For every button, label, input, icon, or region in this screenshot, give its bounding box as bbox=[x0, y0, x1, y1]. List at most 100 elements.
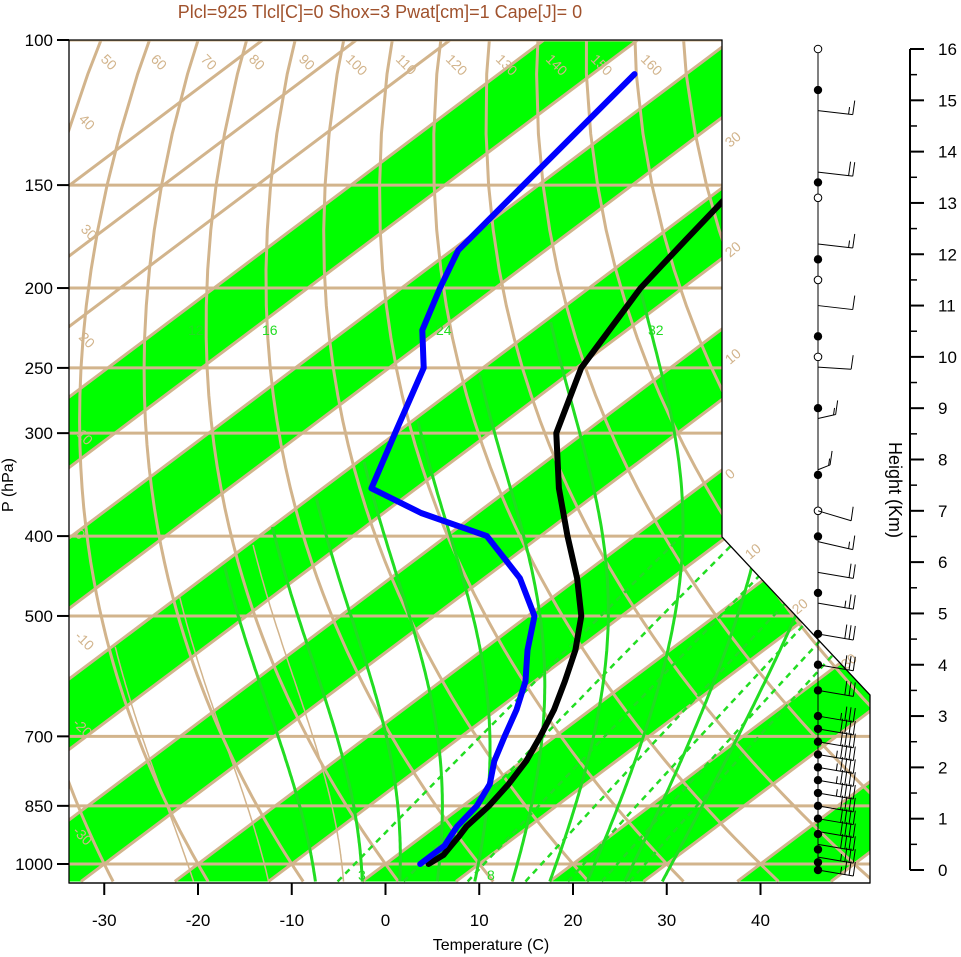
wind-barb-flag bbox=[844, 783, 848, 798]
wind-barb-flag bbox=[840, 731, 844, 746]
isotherm-line bbox=[69, 40, 595, 883]
isotherm-line bbox=[642, 40, 870, 883]
wind-barb-flag bbox=[844, 624, 848, 639]
x-tick-label: 0 bbox=[381, 911, 390, 930]
x-tick-label: 30 bbox=[657, 911, 676, 930]
wind-barb-flag bbox=[852, 535, 856, 550]
wind-barb-staff bbox=[817, 305, 853, 311]
mixing-ratio-label: 32 bbox=[648, 322, 664, 338]
isotherm-label-right: 10 bbox=[722, 345, 744, 367]
isotherm-line bbox=[69, 40, 502, 883]
wind-barb-staff bbox=[817, 754, 854, 762]
dry-adiabat-line bbox=[584, 40, 870, 883]
dry-adiabat-line bbox=[142, 40, 305, 883]
wind-barb-flag bbox=[844, 796, 848, 811]
height-tick-label: 4 bbox=[938, 656, 947, 675]
height-tick-label: 5 bbox=[938, 604, 947, 623]
isotherm-line bbox=[925, 2, 961, 881]
wind-barb-flag bbox=[840, 718, 844, 733]
isotherm-line bbox=[80, 40, 870, 883]
wind-barb-half bbox=[833, 407, 836, 416]
wind-barb-flag bbox=[840, 808, 844, 823]
height-tick-label: 9 bbox=[938, 399, 947, 418]
dry-adiabat-line bbox=[69, 40, 118, 883]
wind-level-marker bbox=[813, 470, 823, 480]
theta-label: 100 bbox=[343, 51, 371, 79]
dry-adiabat-line bbox=[322, 40, 590, 883]
wind-barb-flag bbox=[852, 772, 856, 787]
height-tick-label: 10 bbox=[938, 348, 957, 367]
wind-barb-flag bbox=[848, 625, 852, 640]
wind-level-marker bbox=[813, 178, 823, 187]
wind-barb-flag bbox=[844, 860, 848, 875]
wind-barb-half bbox=[835, 789, 838, 797]
wind-barb-flag bbox=[852, 836, 856, 851]
moist-adiabat-line bbox=[223, 565, 317, 882]
dry-adiabat-line bbox=[484, 40, 870, 883]
plot-area bbox=[69, 2, 961, 883]
mixing-ratio-label: 16 bbox=[262, 322, 278, 338]
wind-level-marker bbox=[813, 85, 823, 95]
wind-barb-flag bbox=[844, 745, 848, 760]
isotherm-line bbox=[69, 40, 408, 883]
wind-barb-staff bbox=[817, 571, 854, 579]
p-tick-label: 300 bbox=[25, 424, 53, 443]
wind-barb-flag bbox=[844, 655, 848, 670]
p-tick-label: 150 bbox=[25, 176, 53, 195]
height-tick-label: 15 bbox=[938, 91, 957, 110]
dry-adiabat-line bbox=[632, 40, 870, 883]
isotherm-line bbox=[69, 40, 870, 883]
wind-barb-staff bbox=[817, 366, 852, 370]
wind-barb-staff bbox=[817, 766, 854, 774]
wind-barb-flag bbox=[844, 757, 848, 773]
wind-barb-flag bbox=[848, 848, 852, 863]
dry-adiabat-line bbox=[916, 2, 961, 881]
isotherm-line bbox=[69, 40, 314, 883]
x-tick-label: 10 bbox=[470, 911, 489, 930]
wind-barb-flag bbox=[852, 759, 856, 774]
wind-barb-flag bbox=[848, 720, 852, 735]
wind-barb-flag bbox=[848, 655, 852, 671]
mixing-ratio-label: 24 bbox=[436, 322, 452, 338]
wind-barb-flag bbox=[848, 563, 852, 578]
mixing-ratio-line bbox=[524, 535, 851, 883]
wind-barb-flag bbox=[844, 719, 848, 734]
wind-barb-staff bbox=[817, 110, 853, 116]
theta-label: 110 bbox=[393, 51, 420, 78]
height-tick-label: 0 bbox=[938, 861, 947, 880]
moist-adiabat-line bbox=[252, 544, 345, 882]
wind-barb-flag bbox=[848, 835, 852, 850]
wind-barb-flag bbox=[852, 233, 856, 249]
mixing-ratio-label: 3 bbox=[358, 867, 366, 883]
height-tick-label: 11 bbox=[938, 297, 956, 316]
wind-level-marker bbox=[813, 332, 823, 341]
wind-barb-flag bbox=[844, 732, 848, 747]
sounding-profiles bbox=[368, 71, 860, 867]
theta-label: 120 bbox=[443, 51, 471, 79]
x-tick-label: 40 bbox=[751, 911, 770, 930]
wind-barb-flag bbox=[840, 795, 844, 810]
wind-barb-half bbox=[848, 240, 851, 248]
wind-level-marker-open bbox=[813, 275, 823, 285]
chart-title: Plcl=925 Tlcl[C]=0 Shox=3 Pwat[cm]=1 Cap… bbox=[178, 2, 582, 22]
wind-level-marker bbox=[813, 255, 823, 264]
wind-barb-flag bbox=[852, 100, 856, 115]
height-tick-label: 6 bbox=[938, 553, 947, 572]
isotherm-label-right: 20 bbox=[722, 238, 744, 260]
p-tick-label: 500 bbox=[25, 607, 53, 626]
wind-barb-flag bbox=[848, 707, 852, 722]
isotherm-line bbox=[69, 40, 783, 883]
dry-adiabat-line bbox=[78, 40, 210, 883]
x-tick-label: -20 bbox=[186, 911, 211, 930]
p-tick-label: 250 bbox=[25, 359, 53, 378]
p-tick-label: 1000 bbox=[15, 855, 53, 874]
wind-barb-staff bbox=[817, 869, 854, 877]
wind-barb-flag bbox=[840, 782, 844, 797]
wind-barb-flag bbox=[840, 821, 844, 836]
theta-label: 80 bbox=[246, 51, 268, 73]
wind-barb-staff bbox=[817, 510, 852, 522]
isotherm-line bbox=[69, 40, 870, 883]
wind-barb-flag bbox=[848, 681, 852, 696]
mixing-ratio-line bbox=[628, 535, 870, 883]
